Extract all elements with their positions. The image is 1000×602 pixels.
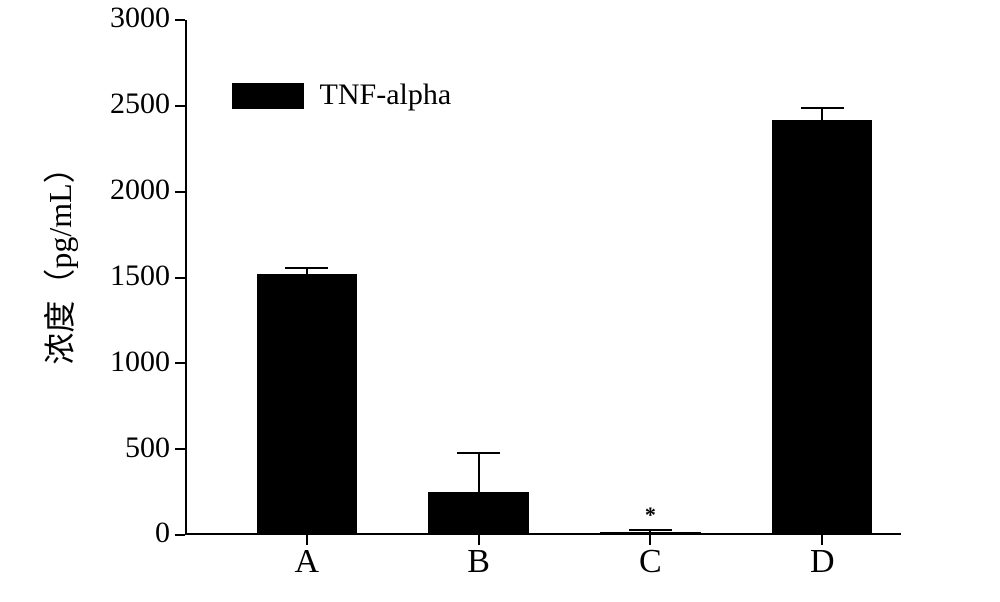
- plot-area: 050010001500200025003000浓度（pg/mL）ABCD*TN…: [185, 20, 901, 535]
- y-tick: [175, 19, 185, 21]
- error-cap: [801, 107, 844, 109]
- error-cap: [629, 529, 672, 531]
- y-tick: [175, 448, 185, 450]
- y-tick: [175, 105, 185, 107]
- error-stem: [821, 108, 823, 120]
- category-label: C: [610, 543, 690, 581]
- y-tick-label: 500: [55, 431, 170, 465]
- category-label: D: [782, 543, 862, 581]
- chart-stage: 050010001500200025003000浓度（pg/mL）ABCD*TN…: [0, 0, 1000, 602]
- y-axis-label: 浓度（pg/mL）: [35, 128, 81, 388]
- y-tick-label: 0: [55, 516, 170, 550]
- error-stem: [478, 453, 480, 492]
- y-tick: [175, 534, 185, 536]
- y-tick: [175, 277, 185, 279]
- y-tick-label: 3000: [55, 1, 170, 35]
- y-tick-label: 2500: [55, 87, 170, 121]
- y-tick: [175, 362, 185, 364]
- bar: [257, 274, 357, 535]
- significance-marker: *: [630, 504, 670, 526]
- bar: [428, 492, 528, 535]
- legend-label: TNF-alpha: [320, 78, 452, 112]
- error-cap: [285, 267, 328, 269]
- category-label: B: [439, 543, 519, 581]
- bar: [772, 120, 872, 535]
- y-tick: [175, 191, 185, 193]
- legend-swatch: [232, 83, 304, 109]
- category-label: A: [267, 543, 347, 581]
- error-cap: [457, 452, 500, 454]
- y-axis: [185, 20, 187, 535]
